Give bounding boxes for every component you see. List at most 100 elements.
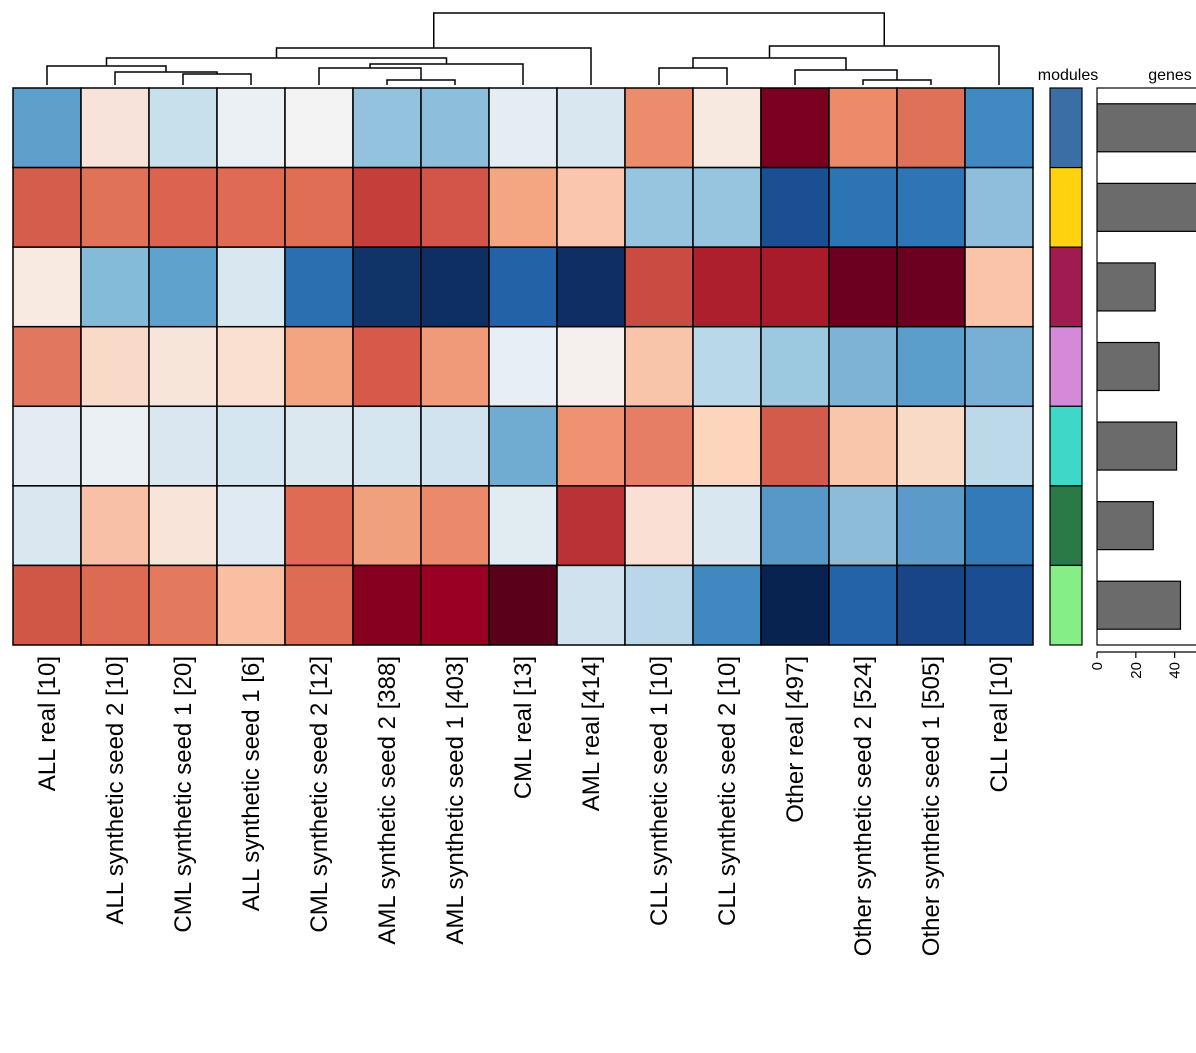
heatmap-cell: [420, 564, 490, 646]
x-tick-label: 0: [1089, 662, 1106, 670]
module-color: [1049, 246, 1083, 328]
heatmap-cell: [964, 405, 1034, 487]
module-color: [1049, 485, 1083, 567]
heatmap-cell: [216, 246, 286, 328]
column-label: ALL synthetic seed 2 [10]: [102, 656, 129, 925]
heatmap-cell: [148, 325, 218, 408]
bar-title: genes: [1148, 67, 1192, 84]
bar-title-clip: genes: [1148, 67, 1192, 84]
heatmap-cell: [12, 564, 82, 646]
heatmap-cell: [420, 325, 490, 408]
x-tick-label: 40: [1167, 662, 1184, 679]
heatmap-cell: [12, 166, 82, 248]
heatmap-cell: [148, 87, 218, 169]
heatmap-cell: [896, 325, 966, 408]
bar-group: [1097, 103, 1196, 630]
heatmap-cell: [420, 87, 490, 169]
heatmap-cell: [828, 246, 898, 328]
heatmap-cell: [624, 325, 694, 408]
heatmap-cell: [148, 246, 218, 328]
bar: [1097, 182, 1196, 232]
module-color: [1049, 564, 1083, 646]
heatmap-cell: [828, 564, 898, 646]
heatmap-cell: [12, 485, 82, 567]
heatmap-cell: [352, 166, 422, 248]
column-label: CLL synthetic seed 2 [10]: [714, 656, 741, 926]
heatmap-cell: [692, 87, 762, 169]
heatmap-cell: [420, 166, 490, 248]
column-label: AML synthetic seed 1 [403]: [442, 656, 469, 945]
column-label: ALL real [10]: [34, 656, 61, 791]
column-label: AML real [414]: [578, 656, 605, 811]
heatmap-cell: [284, 564, 354, 646]
heatmap-cell: [556, 87, 626, 169]
bar: [1097, 501, 1154, 551]
heatmap-cell: [284, 405, 354, 487]
heatmap-cell: [284, 485, 354, 567]
heatmap-cell: [284, 87, 354, 169]
heatmap-cell: [420, 405, 490, 487]
heatmap-cell: [556, 246, 626, 328]
heatmap-cell: [80, 405, 150, 487]
heatmap-cell: [352, 405, 422, 487]
heatmap-cell: [80, 564, 150, 646]
column-label: Other synthetic seed 2 [524]: [850, 656, 877, 956]
column-label: ALL synthetic seed 1 [6]: [238, 656, 265, 911]
heatmap-cell: [896, 87, 966, 169]
modules-title: modules: [1038, 67, 1098, 84]
heatmap-cell: [488, 485, 558, 567]
heatmap-cell: [760, 405, 830, 487]
heatmap-cell: [420, 485, 490, 567]
heatmap-cell: [828, 87, 898, 169]
heatmap-cell: [352, 564, 422, 646]
heatmap-cell: [352, 485, 422, 567]
heatmap-cell: [624, 246, 694, 328]
module-color: [1049, 326, 1083, 407]
heatmap-cell: [896, 246, 966, 328]
heatmap-cell: [488, 564, 558, 646]
heatmap-cell: [352, 246, 422, 328]
heatmap-cell: [760, 564, 830, 646]
heatmap-cell: [964, 166, 1034, 248]
heatmap-cell: [556, 485, 626, 567]
bar: [1097, 262, 1156, 312]
heatmap-cell: [692, 405, 762, 487]
bar: [1097, 103, 1196, 153]
heatmap-cell: [216, 166, 286, 248]
heatmap-cell: [964, 564, 1034, 646]
heatmap-cell: [352, 325, 422, 408]
column-label: CLL real [10]: [986, 656, 1013, 793]
heatmap-cell: [216, 485, 286, 567]
heatmap-cell: [964, 246, 1034, 328]
heatmap-cell: [284, 166, 354, 248]
heatmap-cell: [556, 166, 626, 248]
heatmap-cell: [488, 246, 558, 328]
heatmap-cell: [284, 246, 354, 328]
dendrogram: [46, 12, 1000, 85]
heatmap-cell: [12, 325, 82, 408]
heatmap-cell: [760, 246, 830, 328]
heatmap-cell: [80, 485, 150, 567]
heatmap-cell: [692, 564, 762, 646]
heatmap-cell: [896, 564, 966, 646]
heatmap-cell: [80, 87, 150, 169]
x-tick-label: 20: [1128, 662, 1145, 679]
heatmap-cell: [692, 325, 762, 408]
heatmap-cell: [896, 405, 966, 487]
heatmap-cell: [760, 166, 830, 248]
heatmap-cell: [828, 166, 898, 248]
heatmap-cell: [624, 166, 694, 248]
module-color: [1049, 87, 1083, 169]
heatmap-cell: [760, 325, 830, 408]
column-label: CLL synthetic seed 1 [10]: [646, 656, 673, 926]
heatmap-cell: [80, 325, 150, 408]
heatmap-cell: [488, 87, 558, 169]
heatmap-cell: [216, 405, 286, 487]
heatmap-cell: [624, 405, 694, 487]
column-label: Other real [497]: [782, 656, 809, 823]
heatmap-cell: [556, 564, 626, 646]
column-label: AML synthetic seed 2 [388]: [374, 656, 401, 945]
heatmap-cell: [556, 405, 626, 487]
heatmap-cell: [692, 166, 762, 248]
